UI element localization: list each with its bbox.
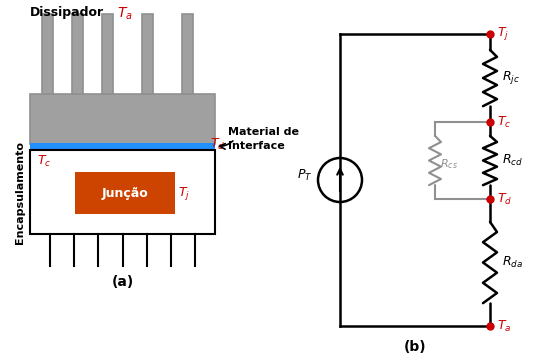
Bar: [30, 150, 215, 234]
Text: (a): (a): [111, 275, 134, 289]
Text: $T_j$: $T_j$: [178, 185, 190, 202]
Text: (b): (b): [404, 340, 426, 354]
Text: Material de
Interface: Material de Interface: [228, 127, 299, 151]
Text: $T_d$: $T_d$: [497, 191, 512, 206]
Text: $T_d$: $T_d$: [210, 137, 225, 152]
Bar: [30, 143, 215, 150]
Text: $R_{cs}$: $R_{cs}$: [440, 158, 458, 171]
Text: $T_c$: $T_c$: [37, 154, 51, 169]
Text: Encapsulamento: Encapsulamento: [15, 141, 25, 244]
Bar: [102, 14, 113, 94]
Bar: [72, 14, 83, 94]
Bar: [182, 14, 193, 94]
Text: $T_c$: $T_c$: [497, 114, 512, 130]
Text: Dissipador: Dissipador: [30, 6, 104, 19]
Bar: [42, 14, 53, 94]
Bar: [30, 94, 215, 144]
Text: Junção: Junção: [102, 186, 148, 199]
Bar: [142, 14, 153, 94]
Text: $R_{cd}$: $R_{cd}$: [502, 153, 523, 168]
Text: $R_{da}$: $R_{da}$: [502, 255, 523, 270]
Text: $T_a$: $T_a$: [497, 318, 512, 333]
Bar: [75, 172, 175, 214]
Text: $P_T$: $P_T$: [296, 167, 312, 183]
Text: $T_j$: $T_j$: [497, 25, 509, 43]
Text: $T_a$: $T_a$: [117, 6, 133, 23]
Text: $R_{jc}$: $R_{jc}$: [502, 70, 520, 87]
